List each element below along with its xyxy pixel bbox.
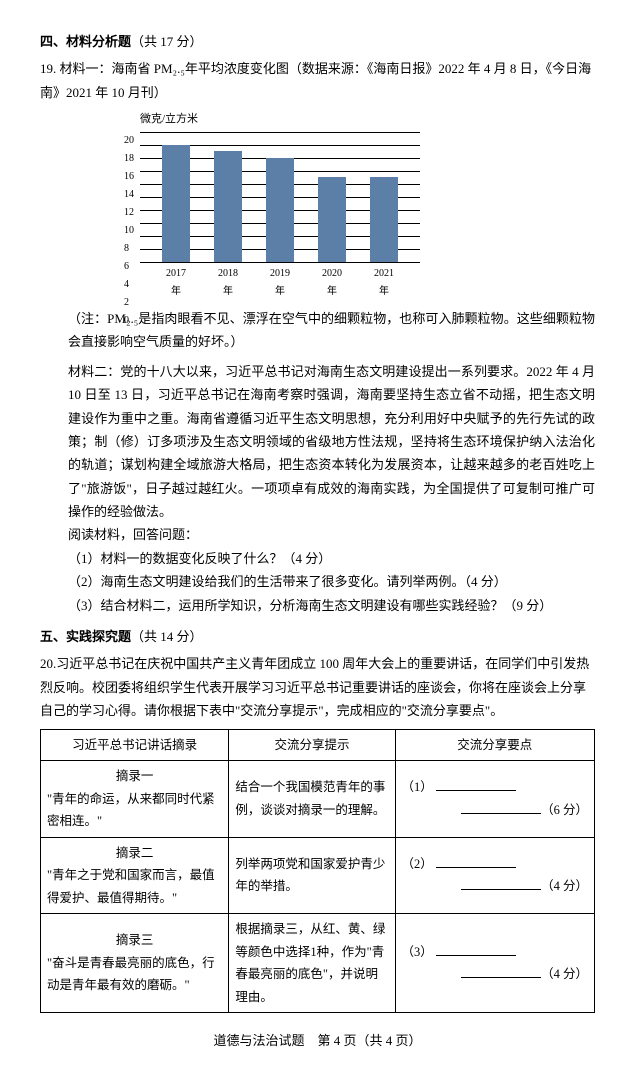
section4-title: 四、材料分析题（共 17 分）	[40, 30, 595, 53]
table-header-row: 习近平总书记讲话摘录 交流分享提示 交流分享要点	[41, 729, 595, 761]
x-tick: 2019年	[266, 265, 294, 301]
blank-line[interactable]	[436, 790, 516, 791]
q19-sub3: （3）结合材料二，运用所学知识，分析海南生态文明建设有哪些实践经验？（9 分）	[68, 594, 595, 617]
blank-row: （1）	[402, 776, 588, 799]
row-points: （6 分）	[402, 799, 588, 822]
table-header-2: 交流分享提示	[229, 729, 395, 761]
section4-points: （共 17 分）	[131, 34, 203, 49]
excerpt-text: "青年的命运，从来都同时代紧密相连。"	[47, 788, 222, 833]
x-axis: 2017年 2018年 2019年 2020年 2021年	[140, 265, 420, 301]
page-footer: 道德与法治试题 第 4 页（共 4 页）	[40, 1029, 595, 1052]
blank-line[interactable]	[461, 977, 541, 978]
y-tick: 20	[124, 132, 134, 150]
blank-line[interactable]	[436, 955, 516, 956]
q19-material2-title: 材料二：	[68, 364, 120, 379]
q19-number: 19.	[40, 61, 56, 76]
pm25-chart: 微克/立方米 20181614121086420 2017年 2018年 2019年…	[140, 110, 420, 301]
blank-row: （2）	[402, 853, 588, 876]
hint-cell: 结合一个我国模范青年的事例，谈谈对摘录一的理解。	[229, 761, 395, 838]
answer-cell: （3） （4 分）	[395, 914, 594, 1013]
x-tick: 2018年	[214, 265, 242, 301]
blank-line[interactable]	[461, 813, 541, 814]
question-19: 19. 材料一：海南省 PM₂.₅年平均浓度变化图（数据来源：《海南日报》202…	[40, 57, 595, 617]
y-axis: 20181614121086420	[124, 132, 134, 262]
q19-material1-intro-text: 材料一：海南省 PM₂.₅年平均浓度变化图（数据来源：《海南日报》2022 年 …	[40, 61, 591, 99]
q19-material2: 材料二：党的十八大以来，习近平总书记对海南生态文明建设提出一系列要求。2022 …	[68, 360, 595, 524]
share-table: 习近平总书记讲话摘录 交流分享提示 交流分享要点 摘录一"青年的命运，从来都同时…	[40, 729, 595, 1014]
hint-cell: 根据摘录三，从红、黄、绿等颜色中选择1种，作为"青春最亮丽的底色"，并说明理由。	[229, 914, 395, 1013]
y-tick: 14	[124, 186, 134, 204]
section4-title-text: 四、材料分析题	[40, 34, 131, 49]
blank-line[interactable]	[436, 867, 516, 868]
q19-material1-intro: 19. 材料一：海南省 PM₂.₅年平均浓度变化图（数据来源：《海南日报》202…	[40, 57, 595, 104]
q19-note: （注：PM₂.₅是指肉眼看不见、漂浮在空气中的细颗粒物，也称可入肺颗粒物。这些细…	[68, 307, 595, 354]
q20-intro-text: 习近平总书记在庆祝中国共产主义青年团成立 100 周年大会上的重要讲话，在同学们…	[40, 656, 589, 718]
y-tick: 8	[124, 240, 134, 258]
y-tick: 10	[124, 222, 134, 240]
y-tick: 16	[124, 168, 134, 186]
excerpt-text: "奋斗是青春最亮丽的底色，行动是青年最有效的磨砺。"	[47, 952, 222, 997]
section5-title-text: 五、实践探究题	[40, 629, 131, 644]
x-tick: 2021年	[370, 265, 398, 301]
bar	[370, 177, 398, 262]
bar	[318, 177, 346, 262]
table-row: 摘录一"青年的命运，从来都同时代紧密相连。"结合一个我国模范青年的事例，谈谈对摘…	[41, 761, 595, 838]
chart-area: 20181614121086420	[140, 132, 420, 263]
table-header-3: 交流分享要点	[395, 729, 594, 761]
q19-read-prompt: 阅读材料，回答问题：	[68, 523, 595, 546]
bars	[140, 132, 420, 262]
q20-intro: 20.习近平总书记在庆祝中国共产主义青年团成立 100 周年大会上的重要讲话，在…	[40, 652, 595, 722]
excerpt-title: 摘录三	[47, 929, 222, 952]
row-points: （4 分）	[402, 875, 588, 898]
excerpt-cell: 摘录三"奋斗是青春最亮丽的底色，行动是青年最有效的磨砺。"	[41, 914, 229, 1013]
bar	[162, 145, 190, 262]
bar	[214, 151, 242, 262]
bar	[266, 158, 294, 262]
excerpt-cell: 摘录二"青年之于党和国家而言，最值得爱护、最值得期待。"	[41, 837, 229, 914]
q20-number: 20.	[40, 656, 56, 671]
x-tick: 2020年	[318, 265, 346, 301]
y-tick: 2	[124, 294, 134, 312]
q19-sub2: （2）海南生态文明建设给我们的生活带来了很多变化。请列举两例。（4 分）	[68, 570, 595, 593]
table-row: 摘录二"青年之于党和国家而言，最值得爱护、最值得期待。"列举两项党和国家爱护青少…	[41, 837, 595, 914]
x-tick: 2017年	[162, 265, 190, 301]
table-row: 摘录三"奋斗是青春最亮丽的底色，行动是青年最有效的磨砺。"根据摘录三，从红、黄、…	[41, 914, 595, 1013]
blank-row: （3）	[402, 941, 588, 964]
row-points: （4 分）	[402, 963, 588, 986]
question-20: 20.习近平总书记在庆祝中国共产主义青年团成立 100 周年大会上的重要讲话，在…	[40, 652, 595, 1013]
answer-cell: （2） （4 分）	[395, 837, 594, 914]
section5-points: （共 14 分）	[131, 629, 203, 644]
y-tick: 6	[124, 258, 134, 276]
q19-sub1: （1）材料一的数据变化反映了什么？（4 分）	[68, 547, 595, 570]
excerpt-cell: 摘录一"青年的命运，从来都同时代紧密相连。"	[41, 761, 229, 838]
y-tick: 4	[124, 276, 134, 294]
excerpt-title: 摘录二	[47, 842, 222, 865]
y-tick: 0	[124, 312, 134, 330]
excerpt-title: 摘录一	[47, 765, 222, 788]
answer-cell: （1） （6 分）	[395, 761, 594, 838]
y-tick: 12	[124, 204, 134, 222]
y-tick: 18	[124, 150, 134, 168]
chart-ylabel: 微克/立方米	[140, 110, 420, 130]
blank-line[interactable]	[461, 889, 541, 890]
excerpt-text: "青年之于党和国家而言，最值得爱护、最值得期待。"	[47, 864, 222, 909]
q19-material2-text: 党的十八大以来，习近平总书记对海南生态文明建设提出一系列要求。2022 年 4 …	[68, 364, 595, 519]
section5-title: 五、实践探究题（共 14 分）	[40, 625, 595, 648]
hint-cell: 列举两项党和国家爱护青少年的举措。	[229, 837, 395, 914]
table-header-1: 习近平总书记讲话摘录	[41, 729, 229, 761]
